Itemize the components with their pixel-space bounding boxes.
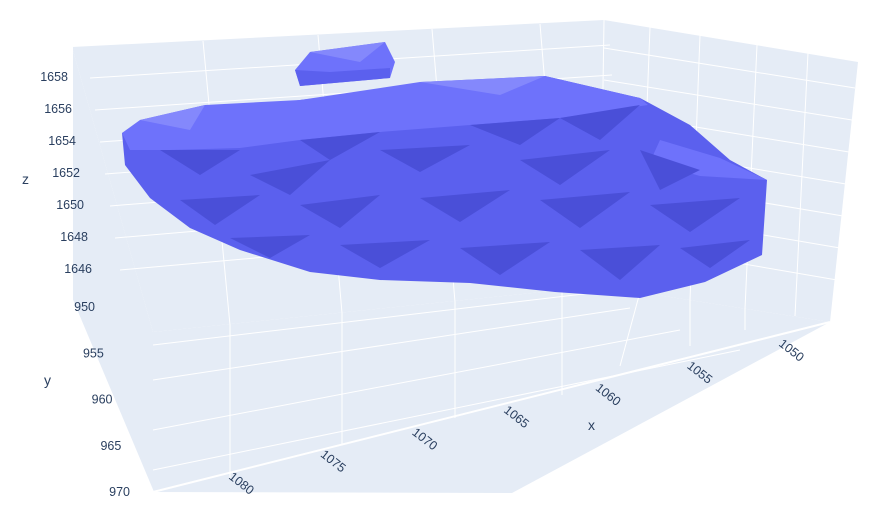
y-tick-label: 950 [74, 300, 95, 314]
y-tick-label: 965 [100, 439, 121, 453]
y-tick-label: 960 [92, 393, 113, 407]
z-tick-label: 1656 [44, 102, 72, 116]
z-tick-label: 1654 [48, 134, 76, 148]
z-tick-label: 1648 [60, 230, 88, 244]
y-tick-labels: 950 955 960 965 970 [74, 300, 130, 499]
left-wall-pane [72, 47, 153, 492]
floor-pane [153, 286, 830, 493]
z-axis-title: z [22, 171, 29, 187]
mesh-bump-side [295, 68, 390, 86]
mesh-surface[interactable] [122, 42, 767, 298]
x-axis-title: x [588, 417, 595, 433]
y-axis-title: y [44, 372, 51, 388]
x-tick-label: 1050 [776, 336, 807, 364]
x-axis-line [152, 321, 831, 493]
axis-lines [71, 47, 831, 493]
z-tick-label: 1646 [64, 262, 92, 276]
z-tick-labels: 1646 1648 1650 1652 1654 1656 1658 [40, 70, 92, 276]
mesh-top-face [122, 76, 648, 150]
z-tick-label: 1650 [56, 198, 84, 212]
y-tick-label: 955 [83, 346, 104, 360]
z-tick-label: 1658 [40, 70, 68, 84]
y-axis-line [71, 299, 154, 493]
y-tick-label: 970 [109, 485, 130, 499]
mesh-facets [140, 42, 750, 280]
z-tick-label: 1652 [52, 166, 80, 180]
